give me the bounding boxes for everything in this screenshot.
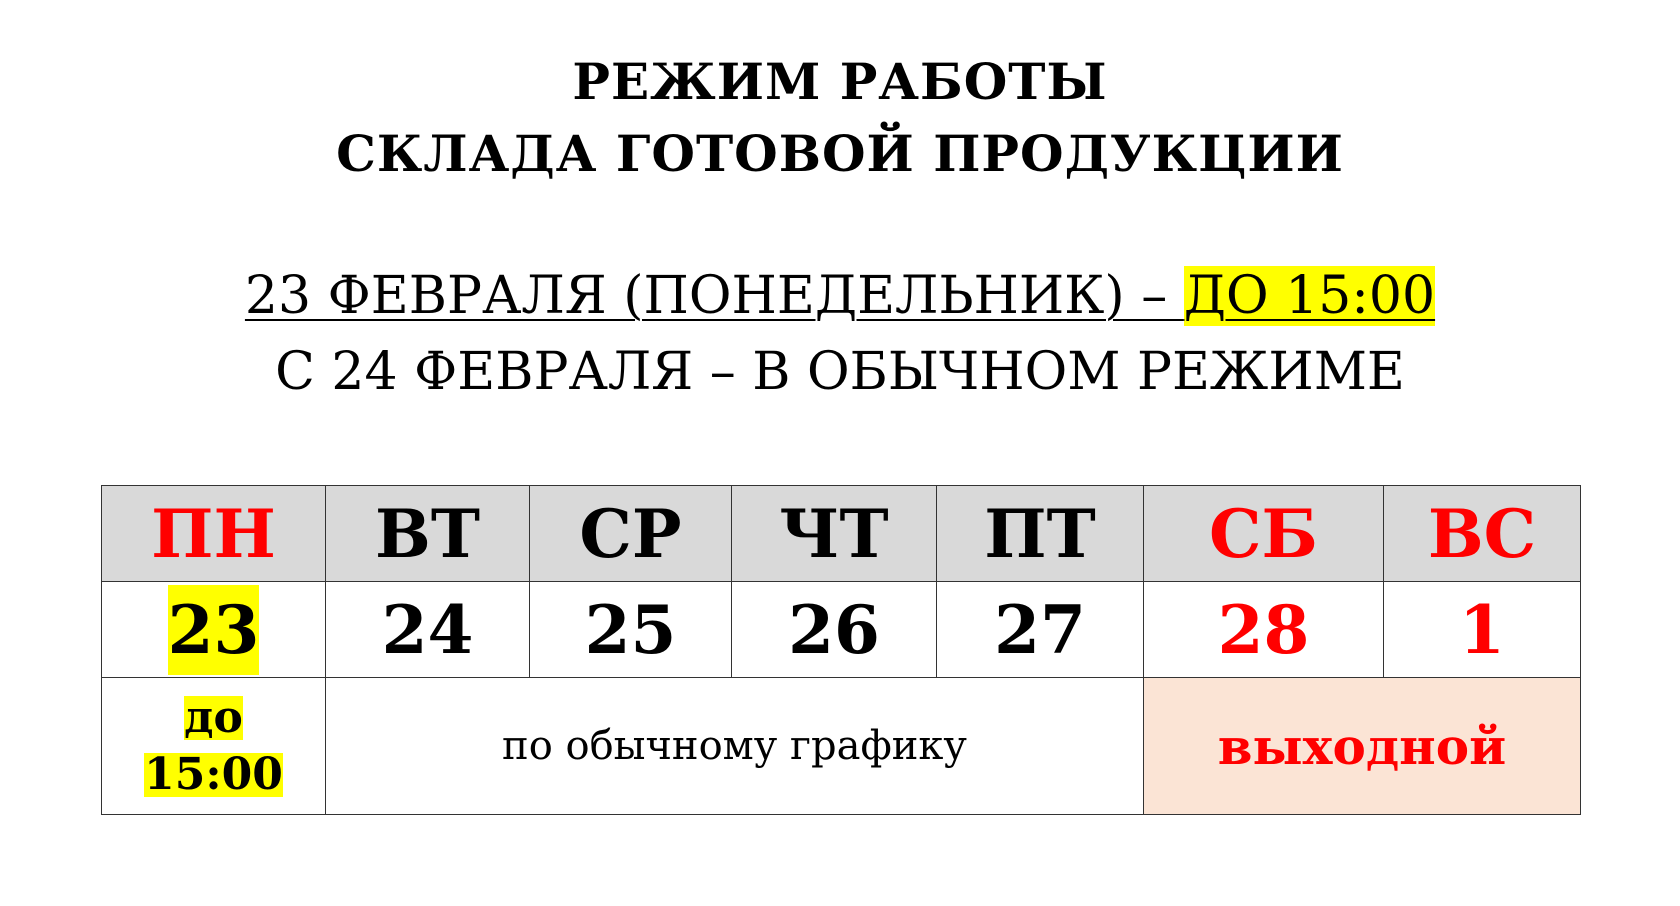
regular-schedule: по обычному графику	[325, 677, 1144, 815]
weekday-row: ПН ВТ СР ЧТ ПТ СБ ВС	[101, 485, 1581, 582]
monday-hours: до 15:00	[101, 677, 326, 815]
title-line-1: РЕЖИМ РАБОТЫ	[572, 52, 1108, 111]
hours-row: до 15:00 по обычному графику выходной	[101, 677, 1581, 815]
weekday-thu: ЧТ	[731, 485, 937, 582]
holiday-notice: 23 ФЕВРАЛЯ (ПОНЕДЕЛЬНИК) – ДО 15:00	[0, 266, 1680, 326]
regular-notice: С 24 ФЕВРАЛЯ – В ОБЫЧНОМ РЕЖИМЕ	[275, 342, 1405, 402]
date-tue: 24	[325, 581, 530, 678]
date-row: 23 24 25 26 27 28 1	[101, 581, 1581, 678]
weekday-sat: СБ	[1143, 485, 1384, 582]
holiday-hours: ДО 15:00	[1183, 266, 1436, 326]
date-sat: 28	[1143, 581, 1384, 678]
title-line-2: СКЛАДА ГОТОВОЙ ПРОДУКЦИИ	[336, 124, 1344, 183]
date-fri: 27	[936, 581, 1144, 678]
weekday-fri: ПТ	[936, 485, 1144, 582]
date-sun: 1	[1383, 581, 1581, 678]
weekday-wed: СР	[529, 485, 732, 582]
schedule-table: ПН ВТ СР ЧТ ПТ СБ ВС 23 24 25 26 27 28 1…	[101, 485, 1581, 815]
weekday-mon: ПН	[101, 485, 326, 582]
monday-time: 15:00	[144, 749, 283, 800]
day-off: выходной	[1143, 677, 1581, 815]
holiday-prefix: 23 ФЕВРАЛЯ (ПОНЕДЕЛЬНИК) –	[244, 266, 1184, 326]
date-wed: 25	[529, 581, 732, 678]
monday-until: до	[184, 691, 243, 743]
weekday-sun: ВС	[1383, 485, 1581, 582]
weekday-tue: ВТ	[325, 485, 530, 582]
date-thu: 26	[731, 581, 937, 678]
date-mon: 23	[167, 584, 260, 675]
date-mon-cell: 23	[101, 581, 326, 678]
